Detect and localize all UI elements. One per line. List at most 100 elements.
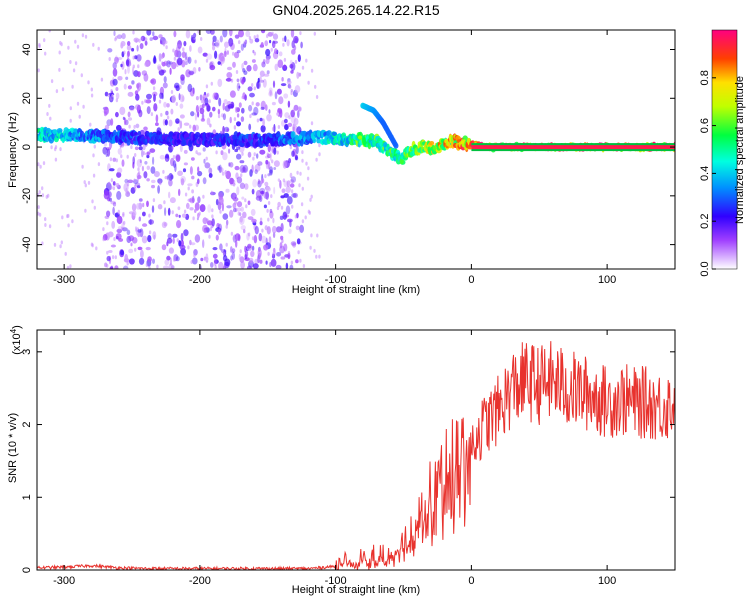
- noise-point: [236, 176, 243, 184]
- spectrogram-xtick-label: -300: [53, 274, 75, 286]
- noise-point: [149, 37, 153, 41]
- noise-point: [256, 81, 260, 89]
- noise-point: [250, 208, 256, 216]
- noise-point: [175, 102, 178, 106]
- noise-point: [291, 150, 295, 157]
- noise-point: [221, 202, 224, 212]
- noise-point: [123, 220, 126, 225]
- noise-point: [294, 156, 299, 161]
- noise-point: [296, 238, 301, 245]
- noise-point: [238, 85, 241, 89]
- noise-point: [122, 211, 125, 216]
- noise-point: [116, 215, 123, 225]
- noise-point: [262, 118, 265, 127]
- noise-point: [284, 112, 290, 119]
- noise-point: [84, 208, 87, 213]
- noise-point: [226, 50, 229, 55]
- noise-point: [170, 108, 174, 115]
- noise-point: [111, 94, 114, 98]
- noise-point: [137, 167, 140, 172]
- noise-point: [235, 207, 238, 213]
- noise-point: [273, 43, 276, 48]
- noise-point: [221, 113, 224, 118]
- noise-point: [205, 84, 209, 89]
- noise-point: [210, 81, 213, 86]
- noise-point: [208, 167, 213, 175]
- noise-point: [168, 191, 171, 199]
- noise-point: [202, 147, 206, 152]
- noise-point: [285, 262, 289, 269]
- noise-point: [126, 44, 132, 51]
- noise-point: [166, 174, 170, 181]
- noise-point: [144, 99, 147, 104]
- noise-point: [152, 31, 155, 37]
- noise-point: [123, 265, 129, 269]
- noise-point: [290, 260, 294, 265]
- noise-point: [247, 200, 251, 206]
- noise-point: [152, 56, 157, 64]
- noise-point: [177, 223, 181, 228]
- noise-point: [316, 233, 319, 238]
- noise-point: [83, 180, 86, 185]
- noise-point: [247, 151, 252, 158]
- noise-point: [126, 229, 131, 236]
- noise-point: [148, 230, 152, 235]
- noise-point: [252, 49, 255, 54]
- noise-point: [120, 63, 123, 68]
- spectrogram-marks: [37, 30, 675, 269]
- noise-point: [37, 205, 40, 210]
- noise-point: [259, 76, 262, 81]
- noise-point: [249, 38, 254, 44]
- noise-point: [230, 231, 234, 236]
- noise-point: [269, 89, 272, 96]
- snr-plot-area: [37, 330, 675, 570]
- noise-point: [264, 181, 269, 187]
- noise-point: [200, 99, 204, 104]
- noise-point: [127, 41, 131, 46]
- noise-point: [135, 104, 141, 110]
- noise-point: [241, 107, 245, 114]
- noise-point: [224, 41, 229, 48]
- noise-point: [219, 167, 224, 173]
- noise-point: [134, 146, 139, 151]
- noise-point: [168, 263, 173, 269]
- noise-point: [194, 209, 197, 213]
- noise-point: [228, 162, 231, 167]
- spectrogram-ytick-label: 20: [21, 92, 33, 104]
- noise-point: [181, 95, 185, 102]
- noise-point: [214, 259, 219, 264]
- noise-point: [263, 244, 269, 251]
- noise-point: [132, 30, 135, 35]
- noise-point: [183, 229, 189, 237]
- noise-point: [251, 59, 256, 63]
- noise-point: [257, 180, 262, 188]
- noise-point: [193, 253, 196, 258]
- noise-point: [215, 150, 218, 155]
- noise-point: [80, 73, 84, 78]
- noise-point: [172, 237, 175, 244]
- noise-point: [147, 235, 152, 243]
- noise-point: [226, 72, 233, 79]
- noise-point: [252, 156, 255, 161]
- noise-point: [269, 39, 272, 44]
- noise-point: [190, 242, 196, 246]
- noise-point: [161, 244, 167, 251]
- noise-point: [141, 70, 148, 76]
- noise-point: [272, 248, 276, 253]
- noise-point: [168, 119, 173, 127]
- noise-point: [297, 110, 300, 118]
- noise-point: [270, 194, 273, 199]
- noise-point: [291, 193, 297, 198]
- noise-point: [81, 33, 85, 38]
- noise-point: [238, 253, 241, 260]
- noise-point: [212, 247, 218, 251]
- noise-point: [92, 153, 95, 158]
- noise-point: [137, 171, 141, 176]
- noise-point: [219, 209, 222, 214]
- noise-point: [212, 106, 216, 112]
- noise-point: [164, 175, 169, 180]
- noise-point: [168, 179, 173, 187]
- noise-point: [293, 118, 299, 126]
- noise-point: [299, 171, 302, 176]
- noise-point: [295, 145, 299, 150]
